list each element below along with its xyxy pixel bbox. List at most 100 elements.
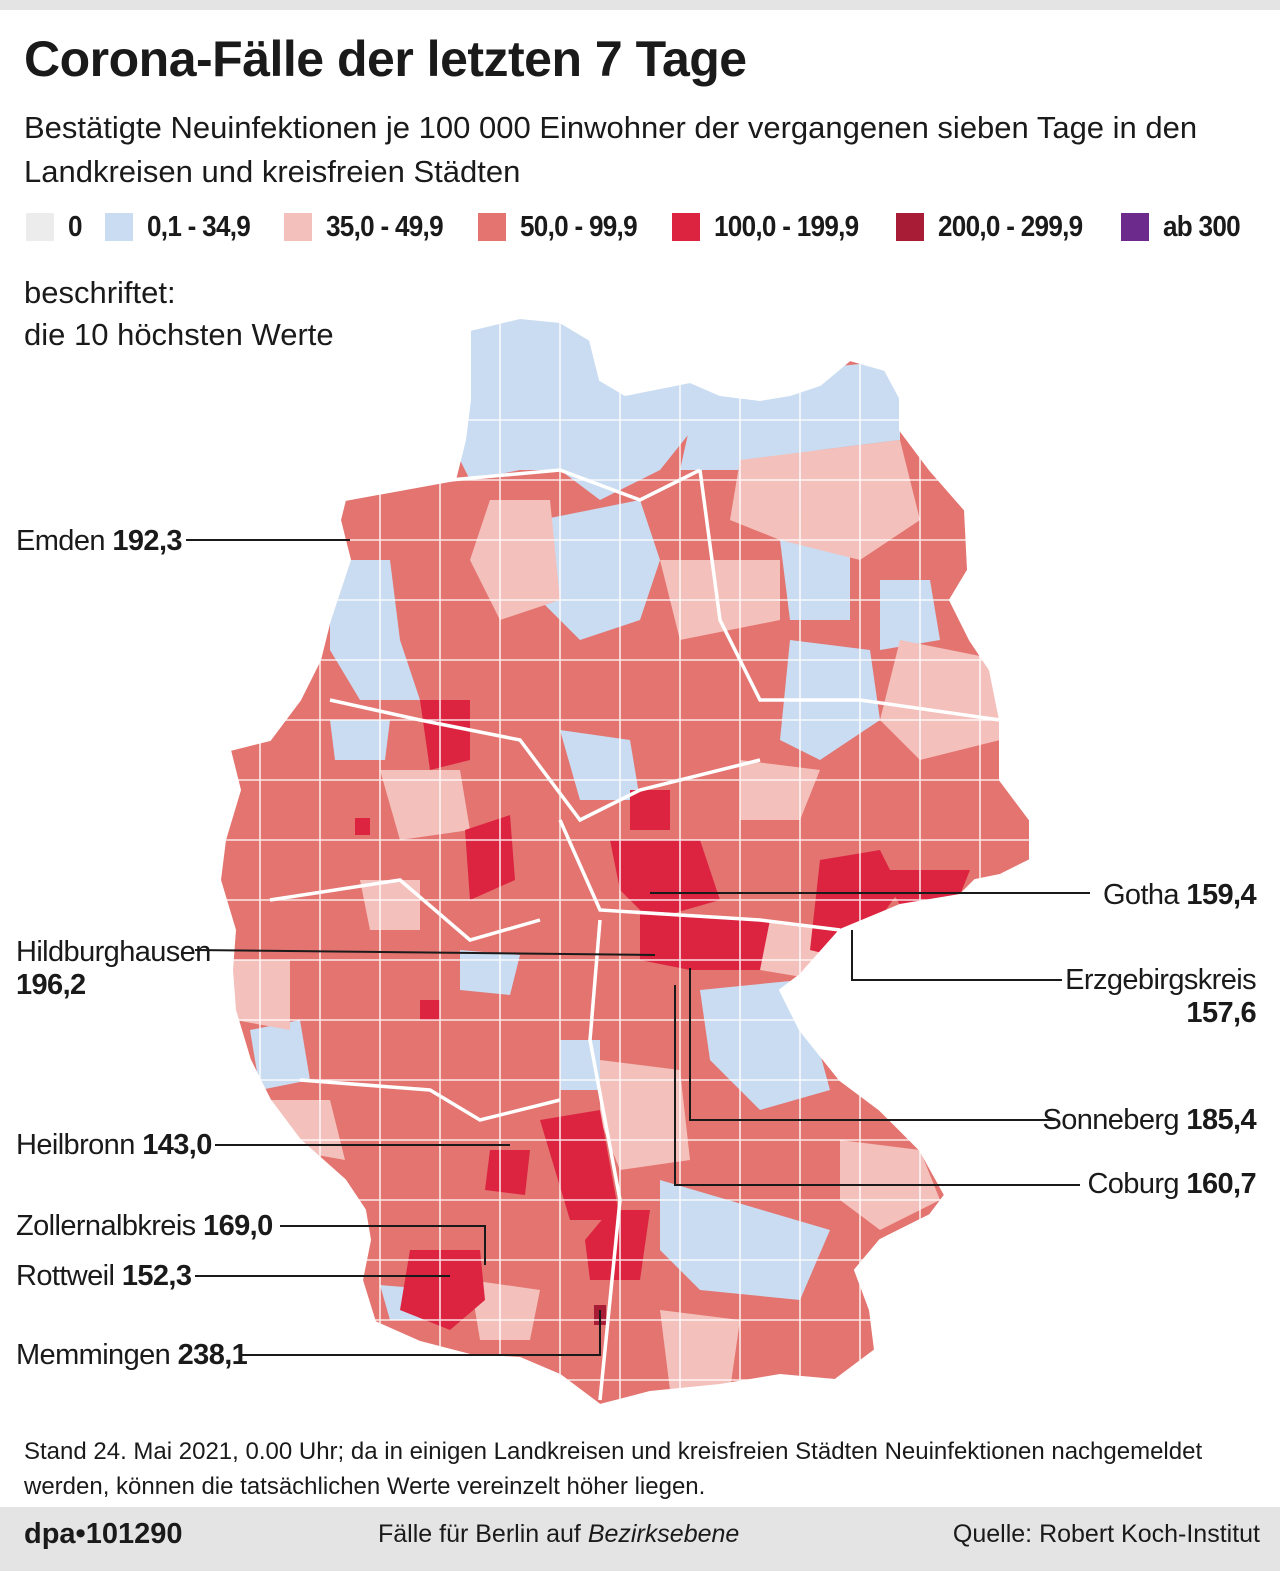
leader-coburg <box>674 985 1080 1186</box>
label-name: Hildburghausen <box>16 936 211 968</box>
annotation-note: beschriftet: die 10 höchsten Werte <box>24 272 334 356</box>
region-mv-east <box>730 440 920 560</box>
label-value: 169,0 <box>203 1210 273 1242</box>
label-gotha: Gotha 159,4 <box>1102 879 1257 912</box>
region-mittelfranken <box>600 1060 690 1170</box>
label-name: Gotha <box>1102 879 1180 911</box>
region-oberbayern-south <box>660 1310 740 1390</box>
note-line-2: die 10 höchsten Werte <box>24 317 334 352</box>
legend-label: 100,0 - 199,9 <box>713 210 859 243</box>
region-wuerzburg <box>560 1040 600 1090</box>
region-brandenburg-east <box>880 640 1000 760</box>
label-rottweil: Rottweil 152,3 <box>16 1260 192 1293</box>
legend-item-4: 100,0 - 199,9 <box>671 210 875 244</box>
label-value: 152,3 <box>121 1260 192 1292</box>
label-value: 160,7 <box>1186 1168 1256 1200</box>
chart-subtitle: Bestätigte Neuinfektionen je 100 000 Ein… <box>24 110 1198 189</box>
leader-erzgebirgskreis <box>851 930 1062 981</box>
label-value: 159,4 <box>1186 879 1256 911</box>
note-line-1: beschriftet: <box>24 275 176 310</box>
region-donau-ries <box>585 1210 650 1280</box>
label-erzgebirgskreis: Erzgebirgskreis 157,6 <box>1065 964 1256 1030</box>
label-name: Zollernalbkreis <box>16 1210 196 1242</box>
footer-bar <box>0 1507 1280 1571</box>
label-emden: Emden 192,3 <box>16 525 183 558</box>
legend-swatch <box>477 213 506 241</box>
legend-item-1: 0,1 - 34,9 <box>105 211 262 244</box>
germany-border <box>218 316 1031 1407</box>
district-borders <box>220 318 1030 1405</box>
region-eichsfeld <box>630 790 670 830</box>
state-borders <box>269 468 1001 1401</box>
leader-lines <box>186 539 1090 1356</box>
label-value: 192,3 <box>112 525 182 557</box>
legend: 0 0,1 - 34,9 35,0 - 49,9 50,0 - 99,9 100… <box>26 206 1270 248</box>
label-coburg: Coburg 160,7 <box>1087 1168 1256 1201</box>
top-bar <box>0 0 1280 10</box>
label-name: Sonneberg <box>1042 1104 1179 1136</box>
berlin-note-text: Fälle für Berlin auf <box>378 1520 588 1548</box>
leader-zollernalbkreis <box>280 1225 486 1265</box>
label-name: Emden <box>16 525 105 557</box>
legend-label: 0,1 - 34,9 <box>147 210 251 243</box>
region-westerwald <box>360 880 420 930</box>
legend-item-6: ab 300 <box>1120 210 1249 244</box>
chart-title: Corona-Fälle der letzten 7 Tage <box>24 31 747 87</box>
map-regions <box>220 318 1030 1405</box>
region-heilbronn <box>485 1150 530 1195</box>
label-hildburghausen: Hildburghausen 196,2 <box>16 936 211 1002</box>
legend-item-5: 200,0 - 299,9 <box>896 211 1099 244</box>
legend-label: ab 300 <box>1162 210 1241 243</box>
legend-swatch <box>671 213 700 241</box>
region-hagen <box>355 818 370 835</box>
legend-label: 200,0 - 299,9 <box>938 210 1083 243</box>
region-ruhr <box>380 770 470 840</box>
label-name: Memmingen <box>16 1339 171 1371</box>
region-osnabrueck <box>420 700 470 770</box>
label-name: Coburg <box>1087 1168 1179 1200</box>
legend-swatch <box>283 213 312 241</box>
region-bremen <box>470 500 560 620</box>
leader-sonneberg <box>689 968 1055 1121</box>
berlin-note-emphasis: Bezirksebene <box>587 1520 740 1548</box>
label-sonneberg: Sonneberg 185,4 <box>1042 1104 1256 1137</box>
region-erzgebirgskreis <box>810 850 900 960</box>
region-hildburghausen <box>640 910 770 970</box>
footnote: Stand 24. Mai 2021, 0.00 Uhr; da in eini… <box>24 1438 1203 1500</box>
region-saar <box>250 1020 310 1090</box>
label-value: 185,4 <box>1186 1104 1256 1136</box>
region-munich-area <box>660 1180 830 1300</box>
region-muenster <box>330 720 390 760</box>
legend-item-2: 35,0 - 49,9 <box>283 210 456 244</box>
region-lippe <box>465 815 515 900</box>
label-value: 196,2 <box>16 969 86 1001</box>
label-name: Erzgebirgskreis <box>1065 964 1256 996</box>
label-value: 157,6 <box>1186 997 1256 1029</box>
legend-label: 35,0 - 49,9 <box>325 210 444 243</box>
region-bodensee <box>470 1280 540 1340</box>
region-frankfurt <box>420 1000 440 1020</box>
berlin-note: Fälle für Berlin auf Bezirksebene <box>378 1520 739 1549</box>
legend-swatch <box>105 213 134 241</box>
legend-label: 50,0 - 99,9 <box>519 210 638 243</box>
legend-swatch <box>26 213 54 241</box>
dpa-credit: dpa•101290 <box>24 1518 183 1550</box>
legend-label: 0 <box>68 210 83 243</box>
legend-swatch <box>1120 213 1149 241</box>
label-name: Rottweil <box>16 1260 115 1292</box>
label-value: 238,1 <box>177 1339 248 1371</box>
leader-hildburghausen <box>194 949 656 956</box>
label-name: Heilbronn <box>16 1129 135 1161</box>
legend-item-3: 50,0 - 99,9 <box>477 210 650 244</box>
region-uckermark <box>880 580 940 650</box>
region-vogelsberg <box>460 950 520 995</box>
region-rottweil-zollernalb <box>400 1250 485 1330</box>
source-credit: Quelle: Robert Koch-Institut <box>952 1520 1260 1548</box>
region-hannover <box>540 500 660 640</box>
legend-swatch <box>896 213 925 241</box>
label-heilbronn: Heilbronn 143,0 <box>16 1129 212 1162</box>
label-value: 143,0 <box>142 1129 212 1161</box>
label-memmingen: Memmingen 238,1 <box>16 1339 248 1372</box>
label-zollernalbkreis: Zollernalbkreis 169,0 <box>16 1210 273 1243</box>
